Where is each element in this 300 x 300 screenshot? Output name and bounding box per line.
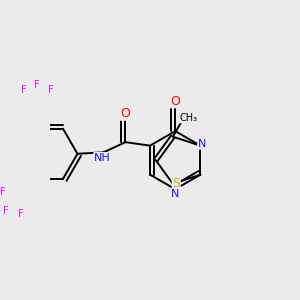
Text: F: F (34, 80, 40, 90)
Text: F: F (18, 209, 24, 219)
Text: O: O (170, 95, 180, 108)
Text: NH: NH (94, 153, 110, 163)
Text: O: O (121, 107, 130, 120)
Text: CH₃: CH₃ (180, 113, 198, 123)
Text: F: F (4, 206, 9, 216)
Text: F: F (21, 85, 26, 95)
Text: N: N (171, 189, 179, 199)
Text: N: N (198, 139, 206, 149)
Text: F: F (0, 187, 6, 197)
Text: F: F (48, 85, 54, 95)
Text: S: S (172, 177, 180, 190)
